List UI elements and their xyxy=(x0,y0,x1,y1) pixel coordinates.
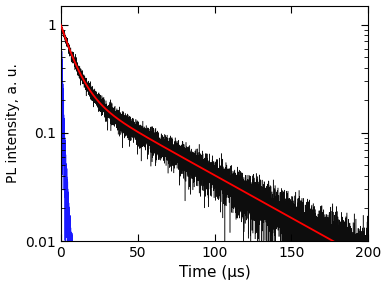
X-axis label: Time (μs): Time (μs) xyxy=(179,265,250,281)
Y-axis label: PL intensity, a. u.: PL intensity, a. u. xyxy=(5,63,20,183)
